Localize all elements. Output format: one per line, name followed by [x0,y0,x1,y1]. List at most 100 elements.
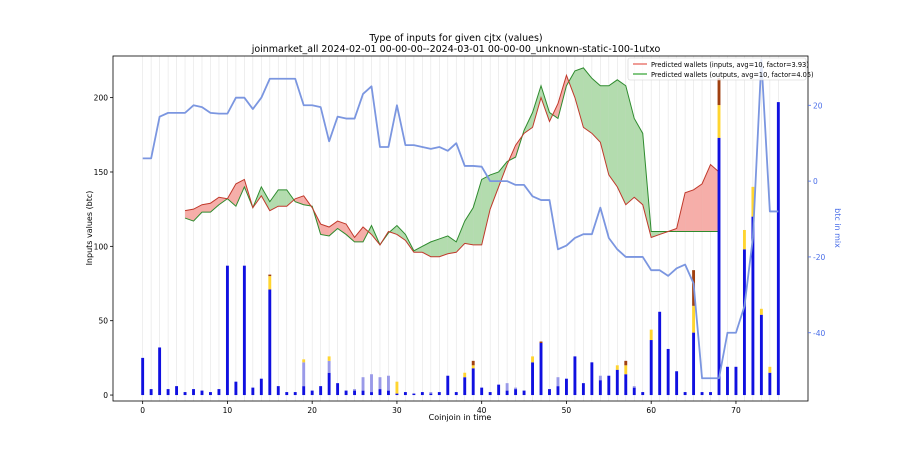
band-segment [447,235,457,254]
band-segment [651,231,660,238]
legend: Predicted wallets (inputs, avg=10, facto… [627,57,814,81]
bar-main [353,390,356,396]
bar-brown [268,274,272,277]
bar-main [302,386,306,396]
bar-yellow [742,229,746,250]
bar-main [285,392,289,396]
bar-main [615,369,619,396]
y-tick-label: 200 [94,94,109,103]
band-segment [185,209,194,222]
bar-main [420,392,424,396]
bar-yellow [615,365,619,370]
bar-yellow [649,329,653,341]
bar-main [344,390,348,396]
bar-main [327,372,331,396]
band-segment [201,203,211,213]
y-tick-label: 0 [103,391,108,400]
bar-main [751,216,755,396]
band-segment [608,79,618,187]
bar-main [488,392,492,396]
bar-brown [539,341,543,344]
y2-tick-label: -40 [813,329,825,338]
bar-yellow [463,372,467,378]
bar-main [395,393,399,396]
bar-main [658,311,662,396]
x-tick-label: 0 [140,406,145,415]
bar-yellow [717,105,721,138]
outputs-line [184,67,720,252]
bar-light [598,375,602,381]
band-segment [600,85,609,175]
band-segment [591,78,601,143]
bar-main [624,374,628,396]
bar-main [759,314,763,396]
bar-main [310,390,314,396]
bar-main [598,380,602,396]
bar-main [463,377,467,396]
band-segment [354,227,364,242]
bar-main [234,381,238,396]
bar-light [353,389,356,391]
inputs-line [184,73,720,258]
bar-yellow [471,365,475,369]
bar-main [683,392,687,396]
bar-main [158,347,162,396]
bar-main [454,392,458,396]
bar-main [514,389,518,396]
y-tick-label: 100 [94,242,109,251]
bar-main [675,371,679,396]
bar-main [717,137,721,396]
bar-main [734,366,738,396]
bar-main [225,265,229,396]
bar-main [276,386,280,396]
bar-main [183,392,187,396]
y-tick-label: 50 [98,317,108,326]
bar-main [539,343,543,396]
y-tick-label: 150 [94,168,109,177]
bar-light [632,386,636,388]
bar-yellow [268,276,272,290]
bar-main [573,356,577,396]
y-axis-label: Inputs values (btc) [85,191,94,266]
band-segment [481,174,491,245]
bar-main [200,390,204,396]
band-segment [693,183,703,232]
x-tick-label: 60 [646,406,656,415]
bar-main [192,389,195,396]
bar-main [259,378,263,396]
band-segment [464,207,474,245]
band-segment [261,186,270,211]
bar-yellow [302,359,306,363]
bar-main [336,383,340,396]
bar-main [522,390,526,396]
chart-subtitle: joinmarket_all 2024-02-01 00-00-00--2024… [251,44,661,55]
y2-tick-label: 20 [813,101,823,110]
x-tick-label: 10 [223,406,233,415]
band-segment [269,189,279,211]
y2-axis-label: btc in mix [833,208,842,248]
bar-main [141,357,145,396]
bar-main [649,340,653,396]
bar-main [505,390,509,396]
bar-yellow [327,356,331,361]
band-segment [532,85,542,128]
band-segment [702,164,711,232]
band-segment [541,85,550,122]
bar-yellow [759,308,763,315]
bar-yellow [531,356,534,363]
bar-yellow [751,186,755,217]
bar-main [641,392,645,396]
bar-light [302,362,306,387]
bar-main [556,386,560,396]
bar-main [209,392,212,396]
bar-main [692,332,696,396]
bar-brown [471,360,475,366]
bar-main [632,387,636,396]
bar-main [166,389,170,396]
bar-main [268,289,272,396]
plot-frame [112,55,809,402]
x-tick-label: 30 [392,406,402,415]
band-segment [337,221,347,235]
